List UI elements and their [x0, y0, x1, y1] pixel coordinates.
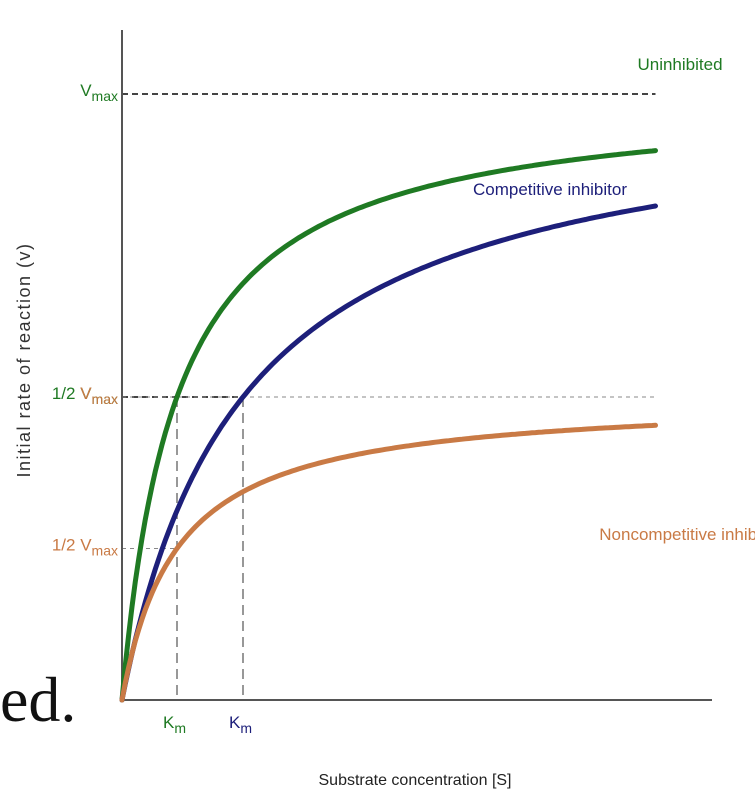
curve-uninhibited — [119, 148, 658, 703]
y-axis-label: Initial rate of reaction (v) — [14, 242, 34, 477]
y-tick-label-3: 1/2 Vmax — [52, 536, 118, 559]
series-label-uninhibited: Uninhibited — [637, 55, 722, 74]
axes — [121, 30, 712, 701]
curve-competitive-inhibitor — [119, 203, 658, 703]
curves — [119, 148, 658, 703]
y-tick-label-0: Vmax — [80, 81, 118, 104]
x-axis-label: Substrate concentration [S] — [319, 772, 512, 789]
cropped-slide-text: ed. — [0, 664, 77, 735]
series-label-competitive-inhibitor: Competitive inhibitor — [473, 180, 627, 199]
y-tick-label-2: Vmax — [80, 384, 118, 407]
x-tick-label-1: Km — [229, 713, 252, 736]
curve-noncompetitive-inhibitor — [119, 422, 658, 703]
y-tick-label-1: 1/2 Vmax — [52, 384, 118, 407]
series-label-noncompetitive-inhibitor: Noncompetitive inhibitor — [599, 525, 755, 544]
series-labels: Uninhibited Competitive inhibitor Noncompe… — [473, 55, 755, 544]
x-tick-label-0: Km — [163, 713, 186, 736]
